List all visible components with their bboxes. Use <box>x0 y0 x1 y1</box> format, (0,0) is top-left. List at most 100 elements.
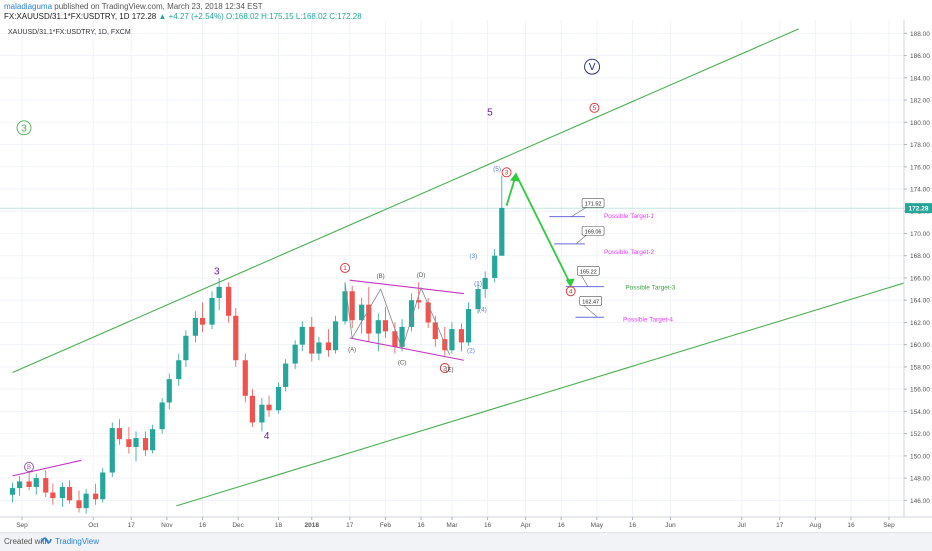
candle-body <box>93 493 99 500</box>
last-price-tag <box>905 203 932 214</box>
wave-label-blue-1: (1) <box>474 281 482 288</box>
price-tick-label: 170.00 <box>910 231 930 238</box>
wave-label-purple-4: 4 <box>264 431 270 442</box>
wave-label-red-4-circle <box>565 286 576 297</box>
candle-body <box>50 492 56 499</box>
target-price-box <box>581 198 605 208</box>
grid <box>0 20 904 517</box>
candle-body <box>408 300 415 327</box>
time-tick-label: 16 <box>558 522 566 529</box>
time-tick-label: Sep <box>16 522 28 529</box>
candle-body <box>33 478 39 487</box>
wave-label-abc-3: (D) <box>417 273 425 279</box>
price-tick-label: 164.00 <box>910 298 930 305</box>
symbol-name[interactable]: FX:XAUUSD/31.1*FX:USDTRY, 1D <box>4 12 130 21</box>
price-tick-label: 174.00 <box>910 187 930 194</box>
candle-body <box>159 402 165 430</box>
wave-label-red-1: 1 <box>343 265 347 272</box>
candle-body <box>76 500 82 509</box>
candle-body <box>342 291 348 322</box>
annotations[interactable] <box>12 172 575 477</box>
price-tick-label: 158.00 <box>910 364 930 371</box>
tradingview-logo-icon <box>40 537 52 544</box>
wave-label-abc-0: (A) <box>348 347 356 353</box>
time-tick-label: 16 <box>847 522 855 529</box>
purple-trendline[interactable] <box>349 337 464 361</box>
price-tick-label: 166.00 <box>910 275 930 282</box>
wave-label-red-4: 4 <box>569 289 573 296</box>
author-link[interactable]: maladiaguma <box>4 2 53 11</box>
candle-body <box>59 486 65 499</box>
candle-body <box>100 472 106 500</box>
target-name-label: Possible Target-3 <box>625 284 675 291</box>
price-tick-label: 182.00 <box>910 98 930 105</box>
candle-body <box>425 302 431 323</box>
price-tick-label: 160.00 <box>910 342 930 349</box>
wave-label-abc-1: (B) <box>377 274 385 280</box>
candle-body <box>399 326 405 347</box>
wave-label-purple-b-circle <box>24 462 34 472</box>
time-tick-label: Sep <box>883 522 895 529</box>
tradingview-brand-link[interactable]: TradingView <box>55 537 100 546</box>
time-axis[interactable]: Sep Oct 17 Nov 16 Dec 18 2018 17 Feb 16 Mar 16 Apr 16 M… <box>0 516 932 529</box>
candle-body <box>432 322 438 340</box>
price-tick-label: 178.00 <box>910 142 930 149</box>
trend-channel[interactable] <box>12 28 932 507</box>
target-price-label: 165.22 <box>580 269 597 275</box>
target-price-label: 171.52 <box>585 201 602 207</box>
time-tick-label: Feb <box>380 522 392 529</box>
wave-label-purple-3: 3 <box>214 267 220 278</box>
time-tick-label: 17 <box>776 522 784 529</box>
channel-lower-line[interactable] <box>176 270 932 507</box>
wave-label-blue-2: (2) <box>467 347 475 354</box>
channel-upper-line[interactable] <box>12 28 799 373</box>
abcde-zigzag[interactable] <box>344 282 450 355</box>
target-callout-line <box>583 305 598 318</box>
wave-label-blue-5: (5) <box>493 166 501 173</box>
footer-bar: Created with TradingView <box>0 532 932 551</box>
wave-label-red-2-circle <box>439 363 450 373</box>
candle-body <box>359 304 365 321</box>
candle-body <box>449 329 455 351</box>
price-tick-label: 188.00 <box>910 31 930 38</box>
price-axis[interactable]: 146.00 148.00 150.00 152.00 154.00 156.00 158.… <box>0 20 932 517</box>
target-price-label: 169.06 <box>585 229 602 235</box>
wave-label-red-5-circle <box>589 102 600 113</box>
wave-label-purple-5: 5 <box>487 108 493 119</box>
high-value: H:175.15 <box>261 12 294 21</box>
candle-body <box>392 331 398 347</box>
wave-label-blue-4: (4) <box>479 306 487 313</box>
price-tick-label: 152.00 <box>910 431 930 438</box>
time-tick-label: Nov <box>161 522 173 529</box>
purple-trendline[interactable] <box>349 279 464 295</box>
candle-body <box>416 300 422 303</box>
wave-label-red-2: 2 <box>443 365 447 372</box>
price-tick-label: 168.00 <box>910 253 930 260</box>
price-axis-bg <box>904 20 932 517</box>
wave-label-navy-v: V <box>589 62 596 73</box>
purple-trendline[interactable] <box>12 459 82 477</box>
arrow-head-up <box>510 172 520 182</box>
candle-body <box>242 360 248 396</box>
time-tick-label: 17 <box>346 522 354 529</box>
wave-label-purple-b: B <box>27 465 31 471</box>
wave-label-abc-4: (E) <box>446 367 454 373</box>
candle-body <box>192 317 198 336</box>
target-price-box <box>581 225 605 236</box>
wave-label-red-3-circle <box>501 167 512 178</box>
price-tick-label: 154.00 <box>910 409 930 416</box>
price-change: ▲ +4.27 (+2.54%) <box>158 12 224 21</box>
arrow-head-down <box>565 278 575 288</box>
price-tick-label: 146.00 <box>910 498 930 505</box>
candle-body <box>482 277 488 290</box>
wave-label-green-3-circle <box>16 120 32 136</box>
candle-body <box>83 493 89 509</box>
time-tick-label: Jun <box>665 522 676 529</box>
candle-body <box>166 379 172 403</box>
candle-body <box>26 481 32 487</box>
publish-line: maladiaguma published on TradingView.com… <box>4 2 263 11</box>
candle-body <box>332 321 339 351</box>
candle-body <box>176 360 182 380</box>
